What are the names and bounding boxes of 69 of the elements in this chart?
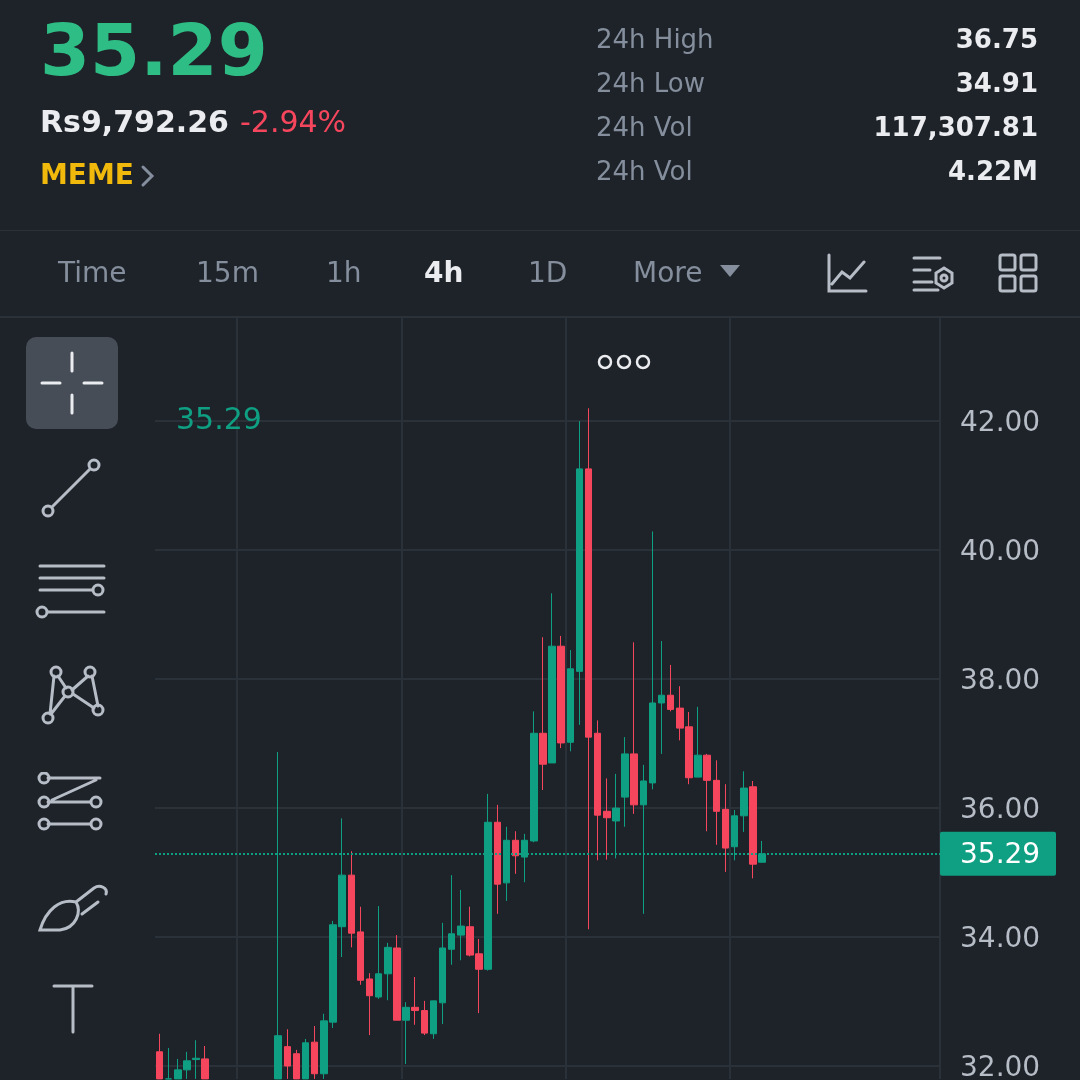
candlestick [402, 1001, 410, 1065]
candlestick [421, 1000, 428, 1036]
text: 24h High [596, 24, 714, 54]
candlestick [740, 770, 748, 833]
candlestick [348, 850, 355, 948]
candlestick [448, 874, 455, 966]
candlestick [293, 1049, 300, 1080]
candlestick [439, 922, 446, 1025]
candlestick [384, 942, 392, 1001]
candlestick [512, 830, 519, 875]
text: 117,307.81 [873, 112, 1038, 142]
text: Time [58, 256, 127, 289]
text: 15m [196, 256, 259, 289]
text: MEME [40, 158, 134, 191]
candlestick [302, 1038, 309, 1080]
text: 4.22M [947, 156, 1038, 186]
text: 24h Low [596, 68, 706, 98]
candlestick [694, 706, 702, 778]
candlestick [366, 972, 373, 1036]
candlestick [667, 664, 674, 712]
candlestick [557, 635, 565, 749]
text: 35.29 [40, 8, 268, 92]
candlestick [311, 1025, 318, 1080]
candlestick [539, 636, 547, 791]
ref-line-label: 35.29 [960, 837, 1041, 871]
text: 24h Vol [596, 112, 693, 142]
candlestick [567, 649, 574, 752]
candlestick [494, 804, 501, 915]
candlestick [585, 407, 592, 930]
candlestick [284, 1028, 291, 1080]
candlestick [621, 736, 629, 828]
candlestick [749, 780, 757, 879]
candlestick [713, 759, 720, 846]
candlestick [457, 889, 465, 961]
text: 1D [528, 256, 568, 289]
text: Rs9,792.26 [40, 104, 229, 139]
text: 4h [424, 256, 464, 289]
text: 24h Vol [596, 156, 693, 186]
candlestick [576, 420, 583, 726]
candlestick [375, 905, 382, 1000]
candlestick [548, 592, 556, 764]
candlestick [722, 783, 729, 873]
candlestick [357, 906, 364, 986]
candlestick [430, 1000, 437, 1040]
text: -2.94% [240, 104, 347, 139]
candlestick [393, 934, 401, 1021]
y-tick-label: 42.00 [960, 404, 1041, 438]
y-tick-label: 32.00 [960, 1049, 1041, 1080]
candlestick [192, 1039, 200, 1080]
text: 36.75 [955, 24, 1038, 54]
candlestick [703, 753, 711, 832]
candlestick [649, 530, 656, 790]
candlestick [594, 719, 601, 861]
candlestick [165, 1047, 172, 1080]
candlestick [603, 777, 611, 861]
text: 35.29 [176, 401, 262, 436]
candlestick [658, 640, 665, 755]
candlestick [156, 1033, 163, 1080]
text: 34.91 [955, 68, 1038, 98]
y-tick-label: 34.00 [960, 920, 1041, 954]
y-tick-label: 36.00 [960, 791, 1041, 825]
candlestick [530, 710, 538, 843]
y-tick-label: 40.00 [960, 533, 1041, 567]
candlestick [630, 641, 638, 815]
y-tick-label: 38.00 [960, 662, 1041, 696]
candlestick [201, 1045, 209, 1080]
candlestick [411, 976, 419, 1026]
text: More [633, 256, 703, 289]
text: 1h [326, 256, 362, 289]
